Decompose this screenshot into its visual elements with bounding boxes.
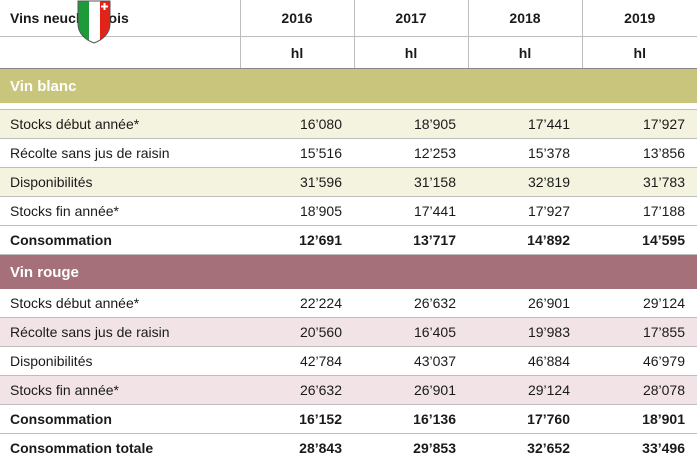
cell-value: 12’253 [354, 138, 468, 168]
cell-value: 19’983 [468, 317, 582, 347]
cell-value: 13’717 [354, 225, 468, 255]
cell-value: 32’819 [468, 167, 582, 197]
cell-value: 29’853 [413, 440, 456, 456]
cell-value: 33’496 [642, 440, 685, 456]
row-label: Stocks fin année* [0, 196, 240, 226]
cell-value: 43’037 [354, 346, 468, 376]
cell-value: 29’124 [582, 289, 697, 318]
cell-value: 42’784 [240, 346, 354, 376]
cell-value: 16’152 [240, 404, 354, 434]
cell-value: 16’405 [354, 317, 468, 347]
cell-value: 17’441 [468, 109, 582, 139]
cell-value: 18’901 [582, 404, 697, 434]
cell-value: 15’378 [468, 138, 582, 168]
header-row: Vins neuchâtelois 2016 2017 2018 2019 [0, 0, 697, 37]
data-row: Consommation totale 28’843 29’853 32’652 33’… [0, 434, 697, 463]
data-row: Récolte sans jus de raisin 15’516 12’253 15… [0, 138, 697, 168]
data-row: Stocks début année* 16’080 18’905 17’441 17’… [0, 109, 697, 139]
row-label: Récolte sans jus de raisin [0, 317, 240, 347]
data-row: Récolte sans jus de raisin 20’560 16’405 19… [0, 317, 697, 347]
spacer-cell [0, 103, 697, 110]
cell-value: 22’224 [240, 289, 354, 318]
row-label: Consommation [0, 225, 240, 255]
cell-value: 31’783 [582, 167, 697, 197]
row-label: Stocks début année* [0, 289, 240, 318]
section-title: Vin blanc [0, 68, 697, 103]
cell-value: 18’905 [354, 109, 468, 139]
row-label: Consommation [0, 404, 240, 434]
cell-value: 26’632 [240, 375, 354, 405]
cell-value: 29’124 [468, 375, 582, 405]
cell-value: 14’892 [468, 225, 582, 255]
year-header: 2019 [581, 0, 697, 37]
year-header: 2017 [353, 0, 468, 37]
cell-value: 28’843 [299, 440, 342, 456]
row-label: Stocks fin année* [0, 375, 240, 405]
cell-value: 14’595 [582, 225, 697, 255]
data-row: Stocks début année* 22’224 26’632 26’901 29’… [0, 289, 697, 318]
cell-value: 18’905 [240, 196, 354, 226]
table-title: Vins neuchâtelois [0, 0, 240, 37]
data-row: Disponibilités 42’784 43’037 46’884 46’979 [0, 346, 697, 376]
cell-value: 16’136 [354, 404, 468, 434]
cell-value: 16’080 [240, 109, 354, 139]
section-band: Vin blanc [0, 68, 697, 103]
spacer [0, 103, 697, 110]
section-band: Vin rouge [0, 254, 697, 289]
cell-value: 46’884 [468, 346, 582, 376]
row-label: Récolte sans jus de raisin [0, 138, 240, 168]
unit-header: hl [467, 36, 582, 69]
empty-cell [0, 36, 240, 69]
flag-icon [77, 0, 111, 44]
row-label: Disponibilités [0, 346, 240, 376]
cell-value: 12’691 [240, 225, 354, 255]
cell-value: 17’927 [582, 109, 697, 139]
cell-value: 31’158 [354, 167, 468, 197]
cell-value: 15’516 [240, 138, 354, 168]
cell-value: 26’901 [468, 289, 582, 318]
cell-value: 17’855 [582, 317, 697, 347]
cell-value: 26’632 [354, 289, 468, 318]
cell-value: 13’856 [582, 138, 697, 168]
cell-value: 20’560 [240, 317, 354, 347]
cell-value: 28’078 [582, 375, 697, 405]
data-row: Consommation 16’152 16’136 17’760 18’901 [0, 404, 697, 434]
unit-row: hl hl hl hl [0, 36, 697, 69]
year-header: 2016 [239, 0, 354, 37]
cell-value: 17’927 [468, 196, 582, 226]
year-header: 2018 [467, 0, 582, 37]
cell-value: 17’760 [468, 404, 582, 434]
cell-value: 31’596 [240, 167, 354, 197]
data-row: Disponibilités 31’596 31’158 32’819 31’783 [0, 167, 697, 197]
cell-value: 17’441 [354, 196, 468, 226]
unit-header: hl [581, 36, 697, 69]
data-row: Consommation 12’691 13’717 14’892 14’595 [0, 225, 697, 255]
data-row: Stocks fin année* 26’632 26’901 29’124 28’07… [0, 375, 697, 405]
unit-header: hl [239, 36, 354, 69]
unit-header: hl [353, 36, 468, 69]
row-label: Stocks début année* [0, 109, 240, 139]
data-row: Stocks fin année* 18’905 17’441 17’927 17’18… [0, 196, 697, 226]
cell-value: 17’188 [582, 196, 697, 226]
cell-value: 32’652 [527, 440, 570, 456]
row-label: Disponibilités [0, 167, 240, 197]
cell-value: 46’979 [582, 346, 697, 376]
row-label: Consommation totale [10, 440, 154, 456]
cell-value: 26’901 [354, 375, 468, 405]
section-title: Vin rouge [0, 254, 697, 289]
